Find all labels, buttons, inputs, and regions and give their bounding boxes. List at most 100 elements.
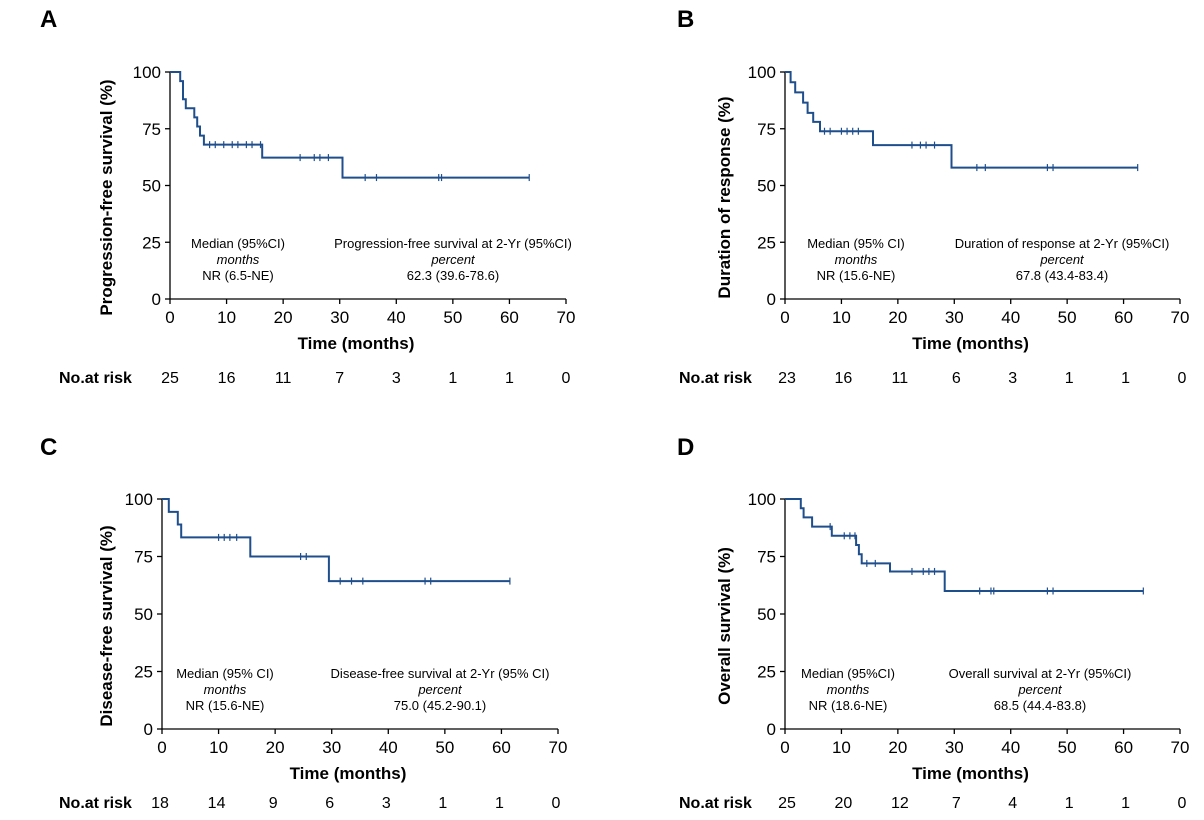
x-tick-label: 0 (157, 738, 166, 757)
risk-value: 25 (778, 795, 796, 812)
x-tick-label: 10 (832, 308, 851, 327)
x-axis-title: Time (months) (912, 764, 1029, 783)
x-tick-label: 40 (387, 308, 406, 327)
x-tick-label: 30 (945, 308, 964, 327)
y-tick-label: 100 (133, 63, 161, 82)
y-tick-label: 75 (142, 120, 161, 139)
y-tick-label: 75 (757, 548, 776, 567)
risk-value: 1 (495, 795, 504, 812)
y-axis-title: Progression-free survival (%) (97, 79, 116, 315)
km-curve (785, 71, 1138, 169)
y-axis-title: Disease-free survival (%) (97, 525, 116, 726)
rate-annotation: percent (417, 682, 463, 697)
median-annotation: Median (95%CI) (801, 666, 895, 681)
x-tick-label: 20 (888, 308, 907, 327)
median-annotation: months (827, 682, 870, 697)
risk-value: 1 (1121, 370, 1130, 387)
y-tick-label: 50 (757, 177, 776, 196)
risk-value: 7 (952, 795, 961, 812)
risk-value: 16 (835, 370, 853, 387)
x-tick-label: 40 (1001, 308, 1020, 327)
rate-annotation: Duration of response at 2-Yr (95%CI) (955, 236, 1170, 251)
y-tick-label: 75 (757, 120, 776, 139)
y-tick-label: 0 (767, 720, 776, 739)
x-tick-label: 70 (1171, 308, 1190, 327)
median-annotation: Median (95% CI) (176, 666, 274, 681)
risk-value: 3 (382, 795, 391, 812)
y-axis-title: Duration of response (%) (715, 96, 734, 298)
rate-annotation: 62.3 (39.6-78.6) (407, 268, 500, 283)
x-tick-label: 70 (557, 308, 576, 327)
risk-value: 1 (1065, 795, 1074, 812)
y-axis-title: Overall survival (%) (715, 547, 734, 705)
risk-value: 0 (552, 795, 561, 812)
x-tick-label: 50 (435, 738, 454, 757)
x-axis-title: Time (months) (912, 334, 1029, 353)
rate-annotation: percent (1017, 682, 1063, 697)
median-annotation: Median (95%CI) (191, 236, 285, 251)
y-tick-label: 0 (767, 290, 776, 309)
y-tick-label: 25 (757, 233, 776, 252)
panel-letter: B (677, 6, 694, 33)
x-tick-label: 10 (209, 738, 228, 757)
risk-value: 16 (218, 370, 236, 387)
risk-value: 1 (438, 795, 447, 812)
y-tick-label: 25 (134, 663, 153, 682)
x-tick-label: 30 (330, 308, 349, 327)
y-tick-label: 75 (134, 548, 153, 567)
median-annotation: NR (6.5-NE) (202, 268, 274, 283)
y-tick-label: 100 (748, 490, 776, 509)
x-tick-label: 40 (379, 738, 398, 757)
rate-annotation: 68.5 (44.4-83.8) (994, 698, 1087, 713)
median-annotation: NR (15.6-NE) (817, 268, 896, 283)
risk-label: No.at risk (59, 795, 132, 812)
x-tick-label: 30 (322, 738, 341, 757)
risk-value: 25 (161, 370, 179, 387)
x-tick-label: 50 (1058, 738, 1077, 757)
risk-label: No.at risk (679, 795, 752, 812)
y-tick-label: 100 (125, 490, 153, 509)
risk-value: 6 (952, 370, 961, 387)
x-axis-title: Time (months) (298, 334, 415, 353)
risk-value: 1 (448, 370, 457, 387)
y-tick-label: 50 (134, 605, 153, 624)
x-tick-label: 50 (1058, 308, 1077, 327)
rate-annotation: percent (1039, 252, 1085, 267)
x-tick-label: 20 (888, 738, 907, 757)
risk-value: 12 (891, 795, 909, 812)
x-tick-label: 0 (780, 308, 789, 327)
rate-annotation: Progression-free survival at 2-Yr (95%CI… (334, 236, 572, 251)
rate-annotation: Disease-free survival at 2-Yr (95% CI) (331, 666, 550, 681)
km-curve (162, 498, 510, 583)
y-tick-label: 0 (152, 290, 161, 309)
risk-value: 0 (1178, 370, 1187, 387)
x-tick-label: 70 (549, 738, 568, 757)
risk-value: 9 (269, 795, 278, 812)
risk-value: 4 (1008, 795, 1017, 812)
risk-value: 20 (835, 795, 853, 812)
rate-annotation: 67.8 (43.4-83.4) (1016, 268, 1109, 283)
x-tick-label: 50 (443, 308, 462, 327)
risk-value: 1 (505, 370, 514, 387)
km-curve (170, 71, 530, 179)
median-annotation: months (204, 682, 247, 697)
risk-value: 23 (778, 370, 796, 387)
risk-value: 1 (1121, 795, 1130, 812)
x-tick-label: 60 (492, 738, 511, 757)
median-annotation: months (835, 252, 878, 267)
panel-letter: A (40, 6, 57, 33)
rate-annotation: 75.0 (45.2-90.1) (394, 698, 487, 713)
rate-annotation: percent (430, 252, 476, 267)
risk-value: 7 (335, 370, 344, 387)
y-tick-label: 50 (142, 177, 161, 196)
panel-letter: D (677, 434, 694, 461)
x-axis-title: Time (months) (290, 764, 407, 783)
km-curve (785, 498, 1144, 592)
x-tick-label: 10 (217, 308, 236, 327)
risk-value: 0 (1178, 795, 1187, 812)
